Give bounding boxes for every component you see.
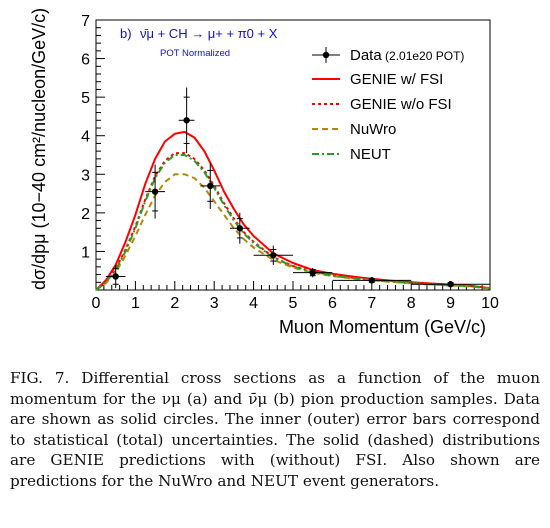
series-line-neut: [95, 154, 491, 291]
data-marker: [151, 188, 159, 195]
y-tick-labels: 1 2 3 4 5 6 7: [81, 13, 90, 261]
y-tick-label: 6: [81, 52, 90, 69]
panel-label: b): [120, 26, 132, 41]
data-point: [105, 264, 126, 289]
y-tick-label: 5: [81, 90, 90, 107]
data-point: [178, 87, 195, 154]
figure-caption: FIG. 7. Differential cross sections as a…: [10, 369, 540, 490]
data-point: [293, 268, 333, 278]
data-points: [105, 87, 490, 289]
data-marker: [236, 225, 244, 232]
legend-label: NEUT: [350, 146, 391, 163]
data-point: [200, 162, 221, 209]
x-tick-label: 2: [170, 295, 179, 312]
x-axis-label: Muon Momentum (GeV/c): [279, 317, 486, 337]
y-tick-label: 7: [81, 13, 90, 30]
data-marker: [270, 252, 277, 259]
x-tick-label: 8: [407, 295, 416, 312]
legend-entry: Data (2.01e20 POT): [312, 47, 464, 64]
x-tick-label: 0: [92, 295, 101, 312]
pot-normalized-label: POT Normalized: [160, 48, 230, 59]
axis-ticks: [95, 19, 491, 291]
legend-entry: GENIE w/ FSI: [312, 71, 443, 88]
x-tick-label: 7: [367, 295, 376, 312]
legend-label: GENIE w/o FSI: [350, 96, 452, 113]
data-point: [145, 164, 165, 219]
legend-entry: GENIE w/o FSI: [312, 96, 452, 113]
x-tick-label: 9: [446, 295, 455, 312]
x-tick-label: 1: [131, 295, 140, 312]
data-marker: [183, 117, 190, 124]
data-point: [229, 212, 250, 244]
x-tick-labels: 0 1 2 3 4 5 6 7 8 9 10: [92, 295, 499, 312]
data-marker: [309, 269, 316, 276]
y-tick-label: 3: [81, 167, 90, 184]
series-line-genie-w-o-fsi: [95, 152, 491, 291]
y-tick-label: 2: [81, 206, 90, 223]
x-tick-label: 4: [249, 295, 258, 312]
y-axis-label: dσ/dpμ (10−40 cm²/nucleon/GeV/c): [29, 8, 49, 290]
data-point: [411, 281, 490, 288]
data-point: [253, 245, 293, 265]
data-marker: [368, 277, 375, 284]
legend-data-marker: [322, 51, 330, 59]
x-tick-label: 3: [210, 295, 219, 312]
data-point: [332, 277, 412, 284]
x-tick-label: 5: [289, 295, 298, 312]
legend-entry: NEUT: [312, 146, 391, 163]
series-lines: [95, 130, 491, 291]
x-tick-label: 10: [481, 295, 499, 312]
legend: Data (2.01e20 POT) GENIE w/ FSI GENIE w/o …: [312, 47, 464, 163]
legend-entry: NuWro: [312, 121, 396, 138]
panel-header: b) ν̄μ + CH → μ+ + π0 + X POT Normalized: [120, 26, 278, 59]
legend-label: GENIE w/ FSI: [350, 71, 443, 88]
data-marker: [207, 182, 214, 190]
series-line-nuwro: [95, 173, 491, 291]
reaction-title: ν̄μ + CH → μ+ + π0 + X: [140, 26, 278, 41]
legend-label: Data (2.01e20 POT): [350, 47, 464, 64]
data-marker: [447, 281, 454, 288]
y-tick-label: 4: [81, 129, 90, 146]
data-marker: [112, 273, 119, 280]
legend-label: NuWro: [350, 121, 396, 138]
series-line-genie-w-fsi: [95, 130, 491, 291]
x-tick-label: 6: [328, 295, 337, 312]
plot-area: 0 1 2 3 4 5 6 7 8 9 10 1 2 3 4 5 6 7: [81, 13, 499, 312]
y-tick-label: 1: [81, 244, 90, 261]
